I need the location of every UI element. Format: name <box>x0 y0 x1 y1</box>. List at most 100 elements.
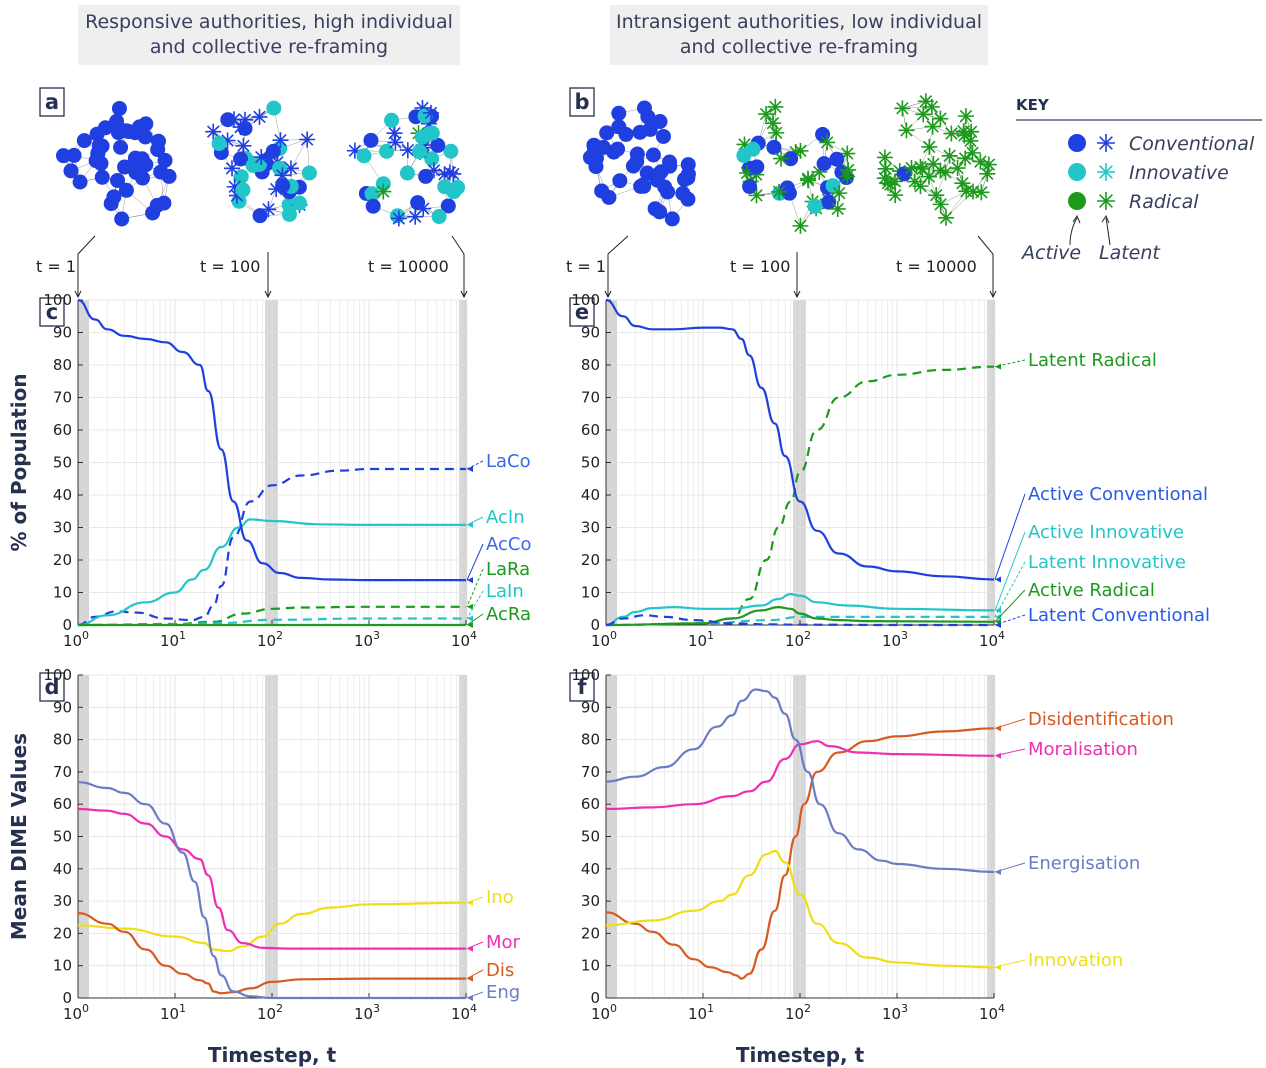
star-stroke <box>443 166 457 179</box>
latent-radical-node <box>887 187 904 204</box>
y-tick-label: 0 <box>62 989 72 1007</box>
series-label-latent-radical: Latent Radical <box>1028 350 1157 371</box>
star-stroke <box>964 134 977 148</box>
y-tick-label: 70 <box>53 763 72 781</box>
leader-lain <box>466 590 484 619</box>
y-tick-label: 60 <box>53 795 72 813</box>
panel-letter-box-a <box>39 87 65 117</box>
latent-radical-node <box>792 142 809 159</box>
active-conventional-node <box>233 151 249 167</box>
star-stroke <box>905 161 918 175</box>
star-stroke <box>923 140 936 154</box>
active-conventional-node <box>66 147 82 163</box>
time-leader-arrowhead <box>460 290 468 299</box>
latent-conventional-node <box>441 164 458 181</box>
y-tick-label: 10 <box>581 584 600 602</box>
active-conventional-node <box>664 211 680 227</box>
panel-letter-box-f <box>569 672 595 702</box>
active-innovative-node <box>389 208 405 224</box>
leader-latent-innovative <box>994 561 1026 618</box>
latent-radical-node <box>954 175 971 192</box>
active-conventional-node <box>156 195 172 211</box>
network-edge <box>902 108 924 115</box>
x-tick-label: 102 <box>257 629 283 650</box>
series-label-energisation: Energisation <box>1028 853 1140 874</box>
star-stroke <box>759 107 773 121</box>
series-laco <box>77 467 466 627</box>
active-conventional-node <box>680 166 696 182</box>
chart-c <box>77 298 484 628</box>
star-stroke <box>284 162 298 175</box>
x-tick-label: 104 <box>451 1002 477 1023</box>
time-leader-2 <box>451 235 465 296</box>
series-label-acra: AcRa <box>486 604 531 625</box>
leader-arrowhead <box>467 622 473 628</box>
y-tick-label: 100 <box>43 291 72 309</box>
network-b-t1 <box>582 100 696 227</box>
active-conventional-node <box>365 198 381 214</box>
star-stroke <box>253 110 266 124</box>
star-stroke <box>878 151 892 164</box>
active-innovative-node <box>364 186 380 202</box>
latent-radical-node <box>903 159 920 176</box>
series-label-laco: LaCo <box>486 451 531 472</box>
series-dis <box>77 912 466 995</box>
latent-radical-node <box>912 158 929 175</box>
leader-arrowhead <box>995 725 1001 732</box>
key-latent-arrow <box>1105 217 1111 246</box>
series-eng <box>77 781 466 1000</box>
time-leader-0 <box>77 235 96 296</box>
star-stroke <box>957 125 970 138</box>
panel-letter-f: f <box>577 675 587 699</box>
x-axis-label-f: Timestep, t <box>736 1043 865 1067</box>
star-stroke <box>939 166 952 179</box>
active-innovative-node <box>736 148 752 164</box>
star-stroke <box>1099 136 1113 150</box>
latent-radical-node <box>925 155 942 172</box>
latent-conventional-node <box>399 142 416 159</box>
x-tick-label: 104 <box>979 629 1005 650</box>
y-tick-label: 20 <box>53 924 72 942</box>
star-stroke <box>237 139 250 153</box>
network-edge <box>928 176 937 196</box>
latent-radical-node <box>819 134 836 151</box>
network-edge <box>940 191 967 205</box>
star-stroke <box>774 152 788 165</box>
latent-radical-node <box>955 123 972 140</box>
star-stroke <box>974 155 987 168</box>
series-label-latent-innovative: Latent Innovative <box>1028 552 1186 573</box>
key-latent-marker-1 <box>1097 163 1115 181</box>
active-conventional-node <box>114 211 130 227</box>
star-stroke <box>919 95 933 108</box>
y-tick-label: 20 <box>581 551 600 569</box>
latent-radical-node <box>979 165 996 182</box>
series-label-ino: Ino <box>486 887 514 908</box>
star-stroke <box>914 160 927 174</box>
x-tick-label: 100 <box>591 1002 617 1023</box>
leader-arrowhead <box>467 995 473 1001</box>
active-innovative-node <box>235 182 251 198</box>
latent-radical-node <box>831 185 848 202</box>
star-stroke <box>801 172 815 185</box>
time-label-1: t = 100 <box>200 257 260 276</box>
latent-radical-node <box>941 147 958 164</box>
star-stroke <box>926 120 939 133</box>
active-conventional-node <box>618 126 634 142</box>
y-tick-label: 0 <box>62 616 72 634</box>
latent-conventional-node <box>272 132 289 149</box>
active-conventional-node <box>91 137 107 153</box>
active-conventional-node <box>430 137 446 153</box>
star-stroke <box>888 188 902 202</box>
series-label-mor: Mor <box>486 932 521 953</box>
time-leader-arrowhead <box>793 290 801 299</box>
latent-radical-node <box>921 138 938 155</box>
y-tick-label: 30 <box>53 892 72 910</box>
star-stroke <box>832 186 846 200</box>
latent-radical-node <box>917 93 934 110</box>
latent-radical-node <box>877 160 894 177</box>
y-tick-label: 80 <box>581 731 600 749</box>
latent-radical-node <box>898 122 915 139</box>
latent-radical-node <box>767 98 784 115</box>
network-b-t100 <box>736 98 857 234</box>
series-active-conventional <box>605 298 995 581</box>
